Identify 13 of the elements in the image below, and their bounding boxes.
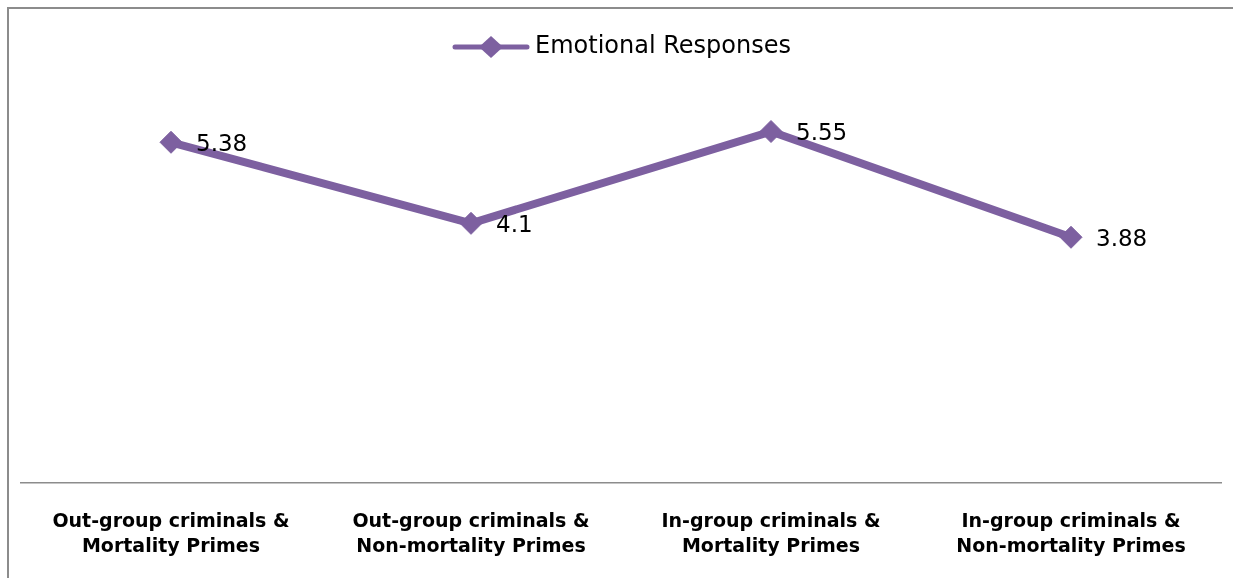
legend-label: Emotional Responses bbox=[535, 31, 791, 60]
point bbox=[159, 130, 183, 154]
point bbox=[759, 120, 783, 143]
x-tick-label: In-group criminals & Mortality Primes bbox=[661, 508, 881, 557]
data-label: 4.1 bbox=[496, 211, 533, 238]
x-tick-label: Out-group criminals & Non-mortality Primes bbox=[352, 508, 590, 557]
data-label: 5.55 bbox=[796, 119, 848, 146]
x-tick-label: In-group criminals & Non-mortality Primes bbox=[956, 508, 1186, 557]
data-label: 3.88 bbox=[1096, 225, 1148, 252]
point bbox=[1059, 225, 1083, 249]
x-tick-label: Out-group criminals & Mortality Primes bbox=[52, 508, 290, 557]
data-label: 5.38 bbox=[196, 130, 248, 157]
point bbox=[459, 211, 483, 235]
